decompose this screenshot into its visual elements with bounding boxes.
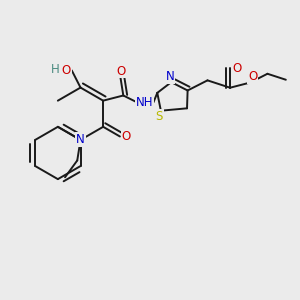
Text: O: O xyxy=(122,130,131,143)
Text: H: H xyxy=(51,63,59,76)
Text: O: O xyxy=(117,64,126,78)
Text: NH: NH xyxy=(136,96,153,109)
Text: O: O xyxy=(62,64,71,77)
Text: S: S xyxy=(156,110,163,123)
Text: N: N xyxy=(165,70,174,83)
Text: O: O xyxy=(232,62,241,75)
Text: N: N xyxy=(76,134,85,146)
Text: O: O xyxy=(248,70,257,83)
